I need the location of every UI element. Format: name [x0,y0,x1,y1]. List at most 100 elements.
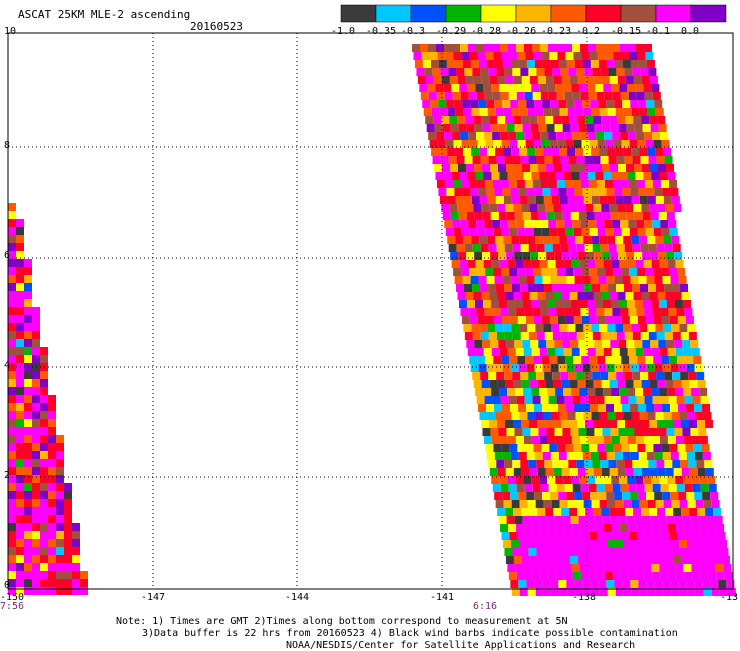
swath-cell [16,499,24,507]
swath-cell [466,124,475,132]
swath-cell [501,52,510,60]
swath-cell [449,116,458,124]
swath-cell [649,204,658,212]
swath-cell [615,588,624,596]
swath-cell [618,252,627,260]
swath-cell [32,539,40,547]
swath-cell [549,444,558,452]
swath-cell [598,276,607,284]
swath-cell [556,572,565,580]
swath-cell [56,547,64,555]
swath-cell [690,516,699,524]
swath-cell [645,316,654,324]
swath-cell [663,412,672,420]
swath-cell [48,515,56,523]
swath-cell [452,220,461,228]
swath-cell [639,412,648,420]
swath-cell [608,68,617,76]
swath-cell [528,68,537,76]
swath-cell [691,564,700,572]
swath-cell [554,516,563,524]
swath-cell [56,539,64,547]
swath-cell [488,244,497,252]
swath-cell [577,468,586,476]
swath-cell [560,332,569,340]
swath-cell [644,180,653,188]
swath-cell [480,68,489,76]
swath-cell [683,564,692,572]
swath-cell [612,396,621,404]
swath-cell [544,68,553,76]
swath-cell [32,483,40,491]
swath-cell [509,140,518,148]
swath-cell [545,204,554,212]
swath-cell [605,228,614,236]
swath-cell [643,388,652,396]
swath-cell [469,268,478,276]
swath-cell [40,523,48,531]
swath-cell [655,196,664,204]
swath-cell [508,92,517,100]
swath-cell [540,572,549,580]
swath-cell [519,148,528,156]
swath-cell [648,332,657,340]
swath-cell [559,588,568,596]
swath-cell [604,92,613,100]
swath-cell [627,260,636,268]
swath-cell [650,252,659,260]
x-tick-label: -150 [0,592,25,603]
swath-cell [471,324,480,332]
swath-cell [24,395,32,403]
swath-cell [436,92,445,100]
swath-cell [603,564,612,572]
swath-cell [598,404,607,412]
swath-cell [525,532,534,540]
swath-cell [32,547,40,555]
swath-cell [573,268,582,276]
swath-cell [456,284,465,292]
swath-cell [24,531,32,539]
swath-cell [522,252,531,260]
swath-cell [644,220,653,228]
swath-cell [531,348,540,356]
swath-cell [16,219,24,227]
swath-cell [8,339,16,347]
swath-cell [16,243,24,251]
swath-cell [531,260,540,268]
swath-cell [455,108,464,116]
swath-cell [598,492,607,500]
swath-cell [520,548,529,556]
swath-cell [568,548,577,556]
swath-cell [680,332,689,340]
swath-cell [492,484,501,492]
y-tick-label: 2 [4,470,11,481]
swath-cell [614,188,623,196]
swath-cell [612,44,620,52]
swath-cell [526,580,535,588]
swath-cell [584,284,593,292]
swath-cell [8,283,16,291]
swath-cell [434,124,443,132]
swath-cell [610,212,619,220]
swath-cell [616,332,625,340]
swath-cell [572,180,581,188]
swath-cell [578,300,587,308]
swath-cell [8,419,16,427]
swath-cell [500,220,509,228]
swath-cell [604,524,613,532]
swath-cell [647,412,656,420]
swath-cell [574,404,583,412]
swath-cell [684,484,693,492]
swath-cell [571,564,580,572]
swath-cell [48,443,56,451]
swath-cell [662,492,671,500]
swath-cell [40,555,48,563]
swath-cell [522,340,531,348]
swath-cell [610,300,619,308]
swath-cell [626,428,635,436]
swath-cell [543,236,552,244]
swath-cell [623,196,632,204]
swath-cell [571,476,580,484]
swath-cell [645,52,654,60]
swath-cell [697,556,706,564]
